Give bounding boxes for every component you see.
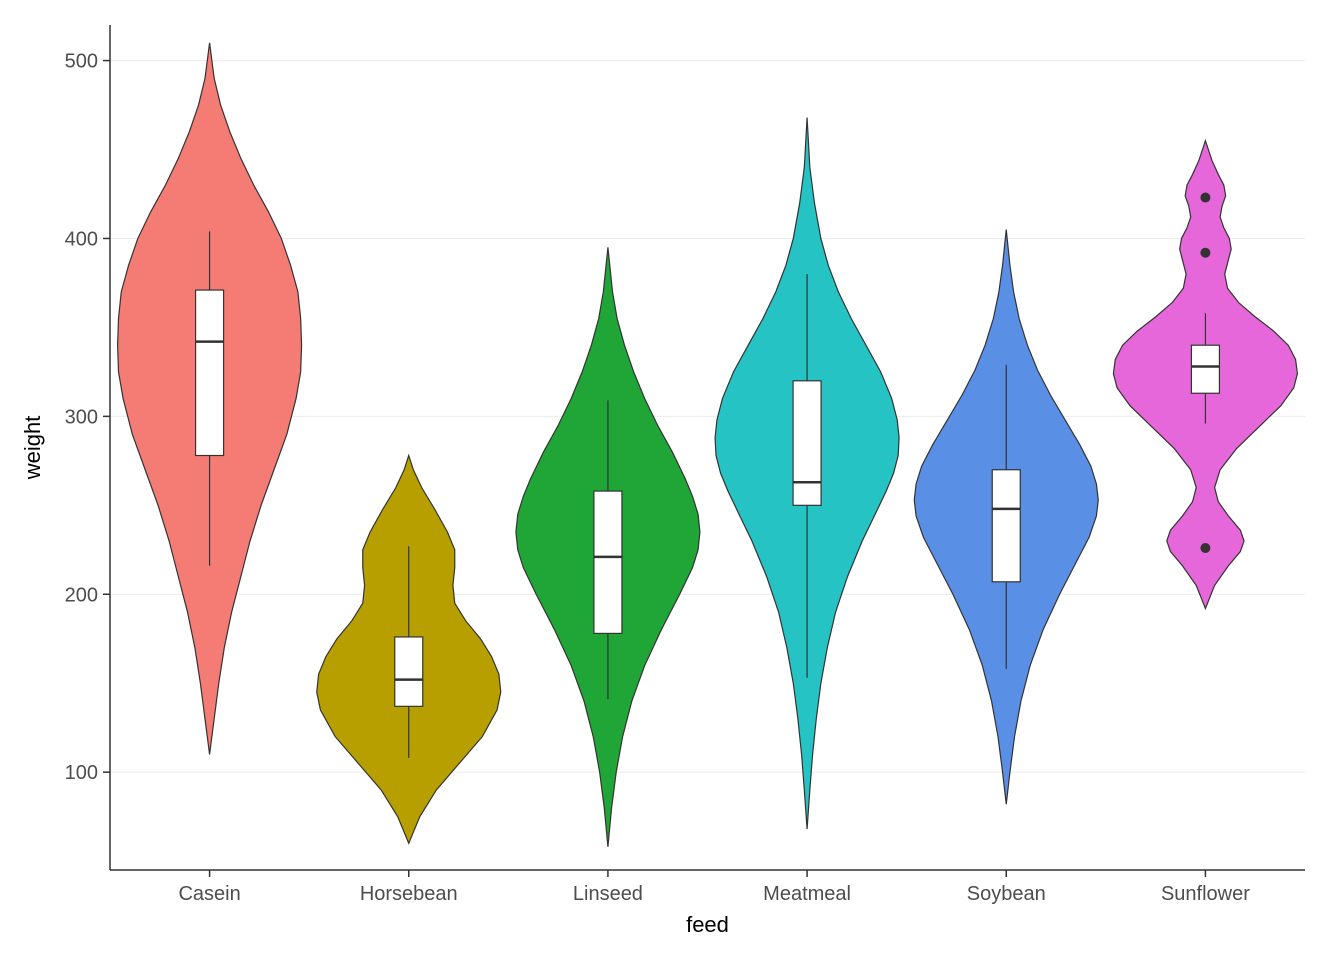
x-tick-label: Meatmeal [763,883,851,905]
y-tick-label: 100 [65,762,98,784]
x-tick-label: Horsebean [360,883,458,905]
violin-chart: 100 200 300 400 500 Casein Horsebean Linseed Mea… [0,0,1344,960]
y-tick-label: 500 [65,51,98,73]
x-tick-label: Linseed [573,883,643,905]
box-meatmeal [793,381,821,506]
y-tick-label: 400 [65,228,98,250]
x-tick-label: Soybean [967,883,1046,905]
outlier [1200,543,1210,553]
y-tick-label: 200 [65,584,98,606]
x-tick-label: Sunflower [1161,883,1250,905]
outlier [1200,248,1210,258]
box-linseed [594,491,622,633]
y-tick-label: 300 [65,406,98,428]
box-sunflower [1191,345,1219,393]
box-soybean [992,470,1020,582]
box-casein [196,290,224,455]
chart-svg: 100 200 300 400 500 Casein Horsebean Linseed Mea… [0,0,1344,960]
outlier [1200,193,1210,203]
x-axis-label: feed [686,912,729,937]
x-tick-label: Casein [178,883,240,905]
violins [118,43,1298,847]
y-axis-label: weight [20,416,45,481]
box-horsebean [395,637,423,706]
